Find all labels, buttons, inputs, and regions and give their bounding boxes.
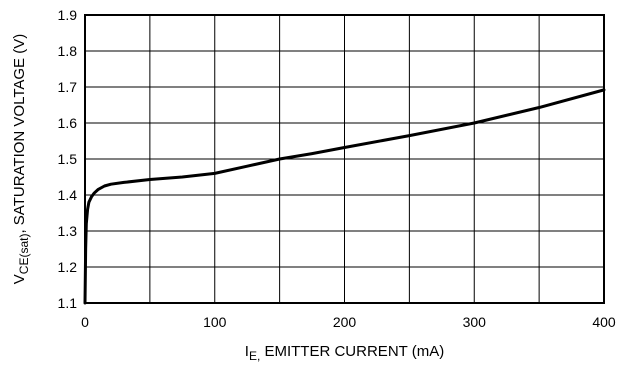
y-tick-label: 1.2: [58, 259, 78, 275]
grid: [84, 14, 605, 304]
x-tick-label: 100: [203, 314, 227, 330]
y-tick-label: 1.1: [58, 295, 78, 311]
y-tick-label: 1.6: [58, 115, 78, 131]
y-axis-title: VCE(sat), SATURATION VOLTAGE (V): [11, 34, 31, 284]
x-axis-title-main: I: [245, 343, 249, 360]
x-axis-title-sub: E,: [249, 349, 260, 363]
y-tick-label: 1.9: [58, 7, 78, 23]
y-tick-label: 1.3: [58, 223, 78, 239]
y-axis-title-rest: , SATURATION VOLTAGE (V): [11, 34, 28, 234]
plot-frame: [84, 14, 605, 304]
x-tick-label: 0: [81, 314, 89, 330]
x-axis-title: IE, EMITTER CURRENT (mA): [245, 343, 444, 363]
y-tick-label: 1.4: [58, 187, 78, 203]
x-tick-label: 400: [592, 314, 616, 330]
y-tick-labels: 1.1 1.2 1.3 1.4 1.5 1.6 1.7 1.8 1.9: [58, 7, 78, 311]
y-tick-label: 1.7: [58, 79, 78, 95]
y-axis-title-main: V: [11, 274, 28, 284]
y-tick-label: 1.5: [58, 151, 78, 167]
y-axis-title-sub: CE(sat): [17, 234, 31, 275]
x-tick-labels: 0 100 200 300 400: [81, 314, 616, 330]
x-tick-label: 300: [463, 314, 487, 330]
x-tick-label: 200: [333, 314, 357, 330]
x-axis-title-rest: EMITTER CURRENT (mA): [260, 343, 444, 360]
y-tick-label: 1.8: [58, 43, 78, 59]
series-line: [83, 88, 606, 305]
